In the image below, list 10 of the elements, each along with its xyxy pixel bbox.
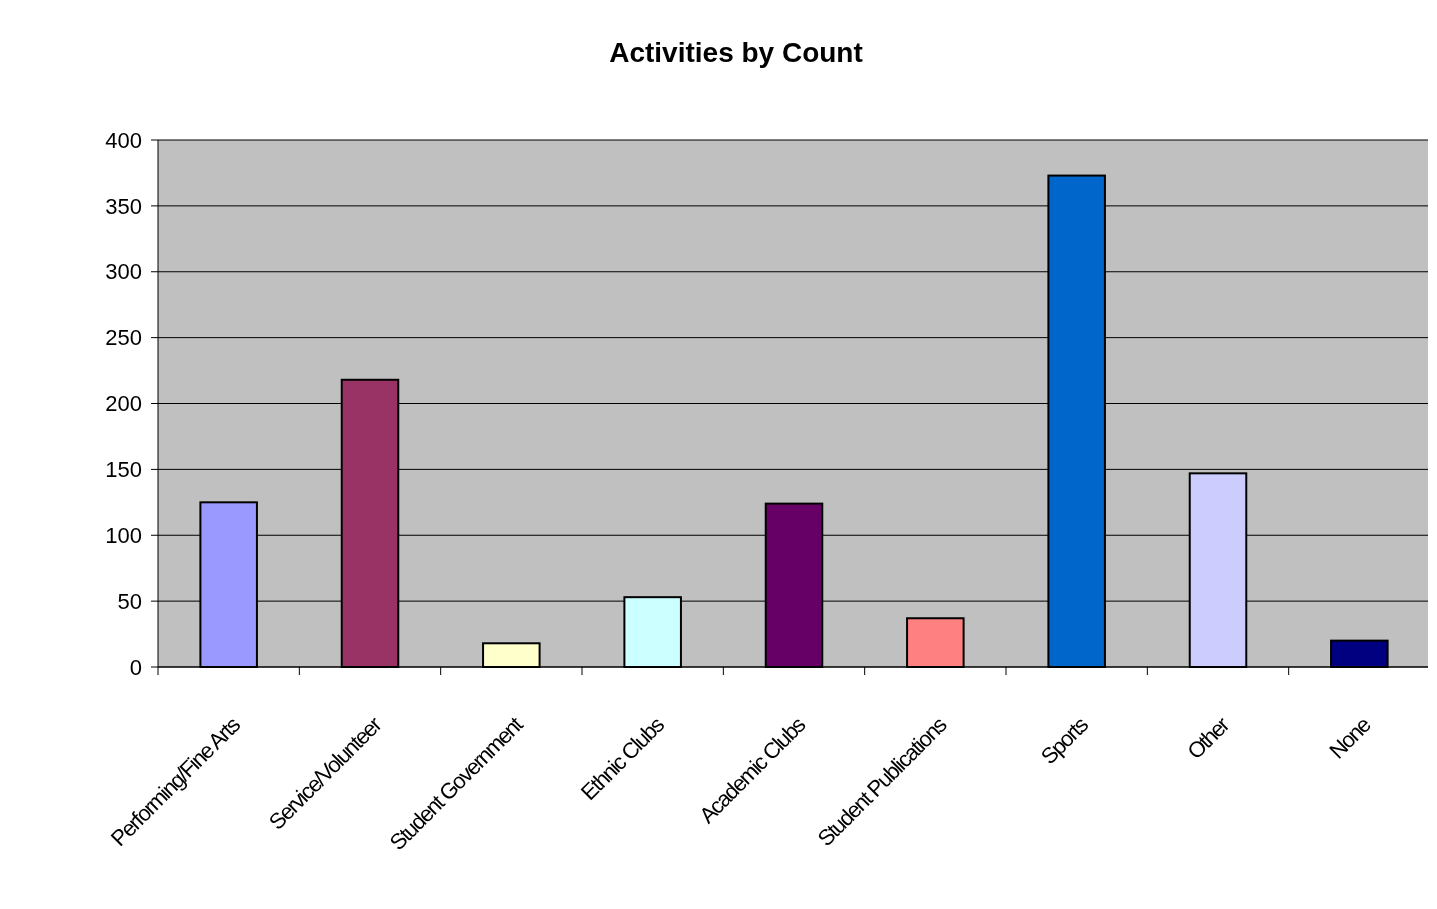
y-tick-label: 200 (105, 391, 142, 417)
y-tick-label: 0 (129, 654, 142, 680)
y-tick-label: 400 (105, 127, 142, 153)
y-tick-label: 50 (117, 588, 142, 614)
y-tick-label: 350 (105, 193, 142, 219)
y-tick-label: 150 (105, 457, 142, 483)
y-tick-label: 100 (105, 522, 142, 548)
chart-title: Activities by Count (609, 37, 863, 68)
y-tick-label: 250 (105, 325, 142, 351)
y-tick-label: 300 (105, 259, 142, 285)
